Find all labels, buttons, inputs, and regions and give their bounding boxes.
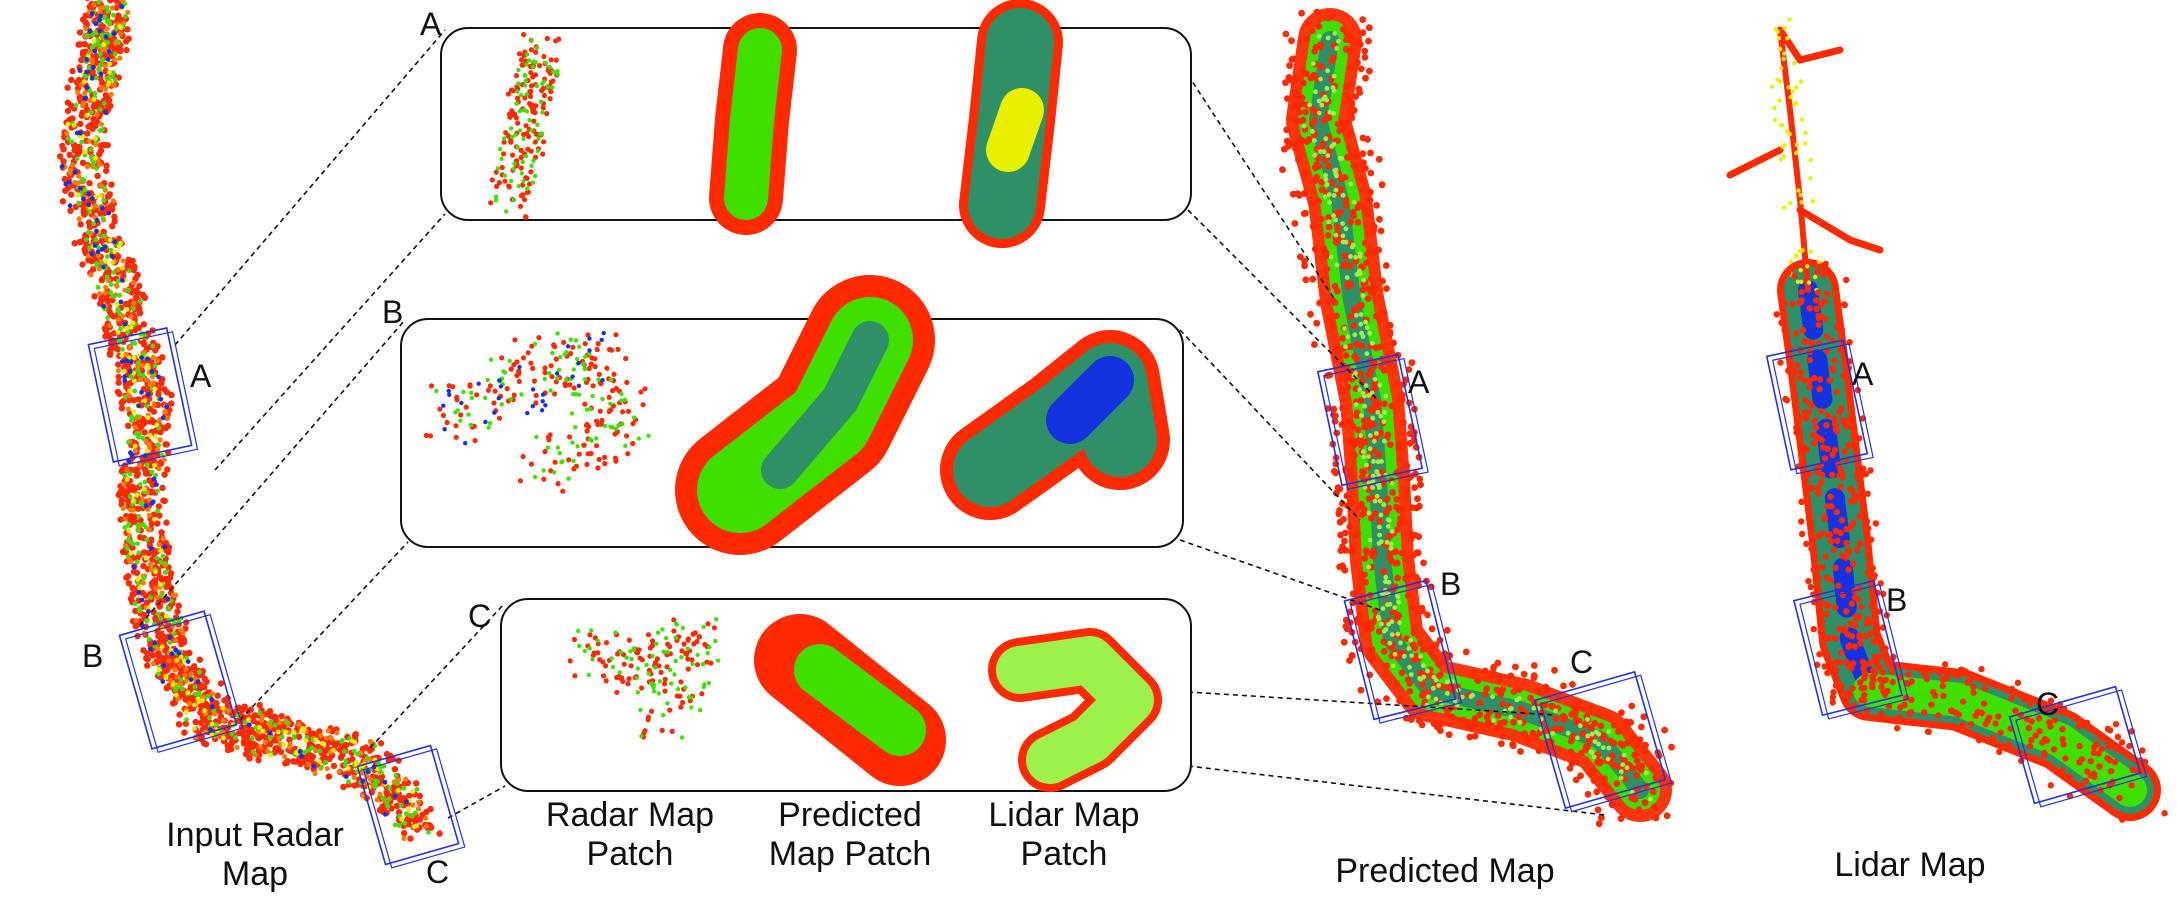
predicted-box-b xyxy=(1343,579,1463,724)
radar-box-c xyxy=(356,744,466,869)
maps-layer xyxy=(56,0,2168,842)
panel-label-b: B xyxy=(382,294,404,330)
lidar-map-label-a: A xyxy=(1852,356,1874,392)
patch-a-radar xyxy=(488,31,562,220)
predicted-map-green-points xyxy=(1301,31,1653,802)
panel-label-a: A xyxy=(420,6,442,42)
radar-map-label-c: C xyxy=(426,854,450,890)
connector-radar-a-top xyxy=(174,29,446,346)
lidar-map-label-b: B xyxy=(1886,582,1908,618)
lidar-map-yellow-points xyxy=(1769,17,1822,293)
caption-predicted-map: Predicted Map xyxy=(1335,852,1555,890)
patch-c-radar xyxy=(567,617,718,740)
patch-panel-a xyxy=(440,27,1192,221)
lidar-map-branch-3 xyxy=(1796,206,1884,254)
predicted-map-label-a: A xyxy=(1408,364,1430,400)
predicted-map xyxy=(1279,8,1675,828)
caption-lidar-map-patch: Lidar Map Patch xyxy=(988,796,1140,874)
lidar-map-edge-points xyxy=(1773,260,2168,823)
lidar-box-c xyxy=(2008,685,2148,808)
caption-input-radar-map: Input Radar Map xyxy=(166,816,344,894)
patch-c-lidar-core xyxy=(996,636,1154,784)
patch-b-radar-blue xyxy=(441,330,606,446)
caption-predicted-map-patch: Predicted Map Patch xyxy=(768,796,932,874)
connector-pred-c-bottom xyxy=(1187,765,1606,816)
lidar-box-b xyxy=(1792,579,1909,720)
lidar-box-a xyxy=(1765,339,1874,475)
radar-box-a xyxy=(87,327,199,467)
patch-a-lidar-yellow xyxy=(986,88,1044,172)
patch-b-lidar-blue xyxy=(1046,356,1134,444)
connector-radar-b-bottom xyxy=(239,541,409,721)
connector-pred-c-top xyxy=(1187,691,1556,716)
connector-radar-b-top xyxy=(139,319,406,626)
radar-blue-points xyxy=(59,4,409,817)
radar-map-label-a: A xyxy=(190,358,212,394)
patch-c-radar-mixed xyxy=(576,617,721,740)
radar-map-label-b: B xyxy=(82,638,104,674)
connector-pred-b-top xyxy=(1179,329,1361,521)
lidar-map-upper-edge xyxy=(1777,27,1811,293)
patch-a-radar-mixed xyxy=(493,38,560,214)
patch-b-predicted-teal xyxy=(761,321,889,489)
caption-radar-map-patch: Radar Map Patch xyxy=(545,796,715,874)
patch-b-radar-mixed xyxy=(434,331,651,481)
panel-label-c: C xyxy=(468,598,492,634)
connector-radar-a-bottom xyxy=(214,213,446,471)
predicted-box-a xyxy=(1316,353,1429,490)
predicted-map-label-c: C xyxy=(1570,644,1594,680)
lidar-map-branch-2 xyxy=(1726,146,1784,179)
connector-lines xyxy=(139,29,1606,819)
predicted-map-label-b: B xyxy=(1440,566,1462,602)
connector-radar-c-top xyxy=(369,602,506,749)
caption-lidar-map: Lidar Map xyxy=(1834,846,1986,884)
radar-box-b xyxy=(118,610,244,754)
patch-a-predicted-core xyxy=(724,28,782,220)
patch-c-predicted-core xyxy=(794,644,926,756)
input-radar-map xyxy=(56,0,443,842)
lidar-map-label-c: C xyxy=(2036,686,2060,722)
region-boxes xyxy=(87,327,2148,869)
connector-radar-c-bottom xyxy=(447,785,506,819)
predicted-box-c xyxy=(1533,670,1673,813)
